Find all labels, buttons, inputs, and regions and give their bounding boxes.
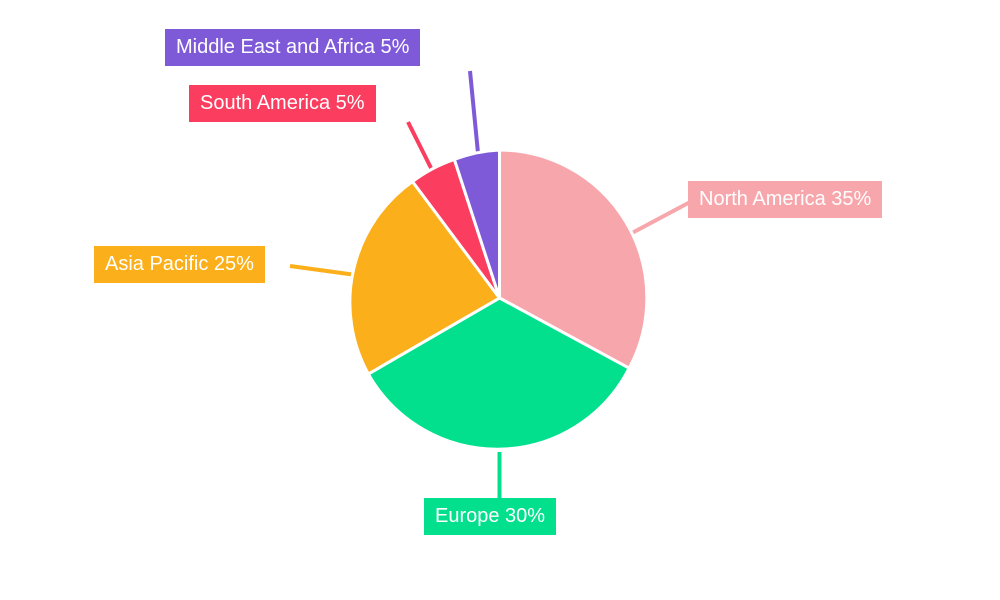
leader-line-south-america <box>406 121 434 171</box>
pie-slice-asia-pacific[interactable] <box>348 179 502 377</box>
pie-label-europe[interactable]: Europe 30% <box>424 498 557 535</box>
pie-slice-middle-east-africa[interactable] <box>452 148 501 299</box>
pie-label-asia-pacific[interactable]: Asia Pacific 25% <box>94 246 265 283</box>
leader-line-asia-pacific <box>289 264 357 277</box>
pie-label-south-america[interactable]: South America 5% <box>189 85 376 122</box>
pie-slice-europe[interactable] <box>366 296 632 451</box>
pie-label-middle-east-africa[interactable]: Middle East and Africa 5% <box>165 29 421 66</box>
pie-slice-north-america[interactable] <box>498 148 649 371</box>
leader-line-north-america <box>631 199 693 235</box>
leader-line-middle-east-africa <box>468 70 480 154</box>
pie-slices-group <box>348 148 649 451</box>
pie-label-north-america[interactable]: North America 35% <box>688 181 883 218</box>
